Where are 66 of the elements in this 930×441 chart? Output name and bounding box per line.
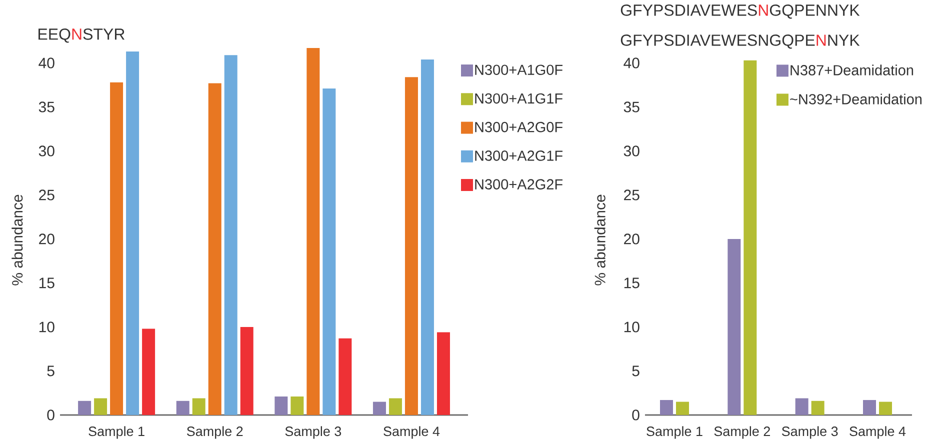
- bar: [110, 82, 124, 415]
- bar: [744, 60, 757, 415]
- x-tick-label: Sample 4: [850, 426, 906, 439]
- bar: [176, 400, 190, 415]
- chart-title: GFYPSDIAVEWESNGQPENNYK: [620, 4, 860, 19]
- legend-label: N300+A1G1F: [475, 93, 562, 104]
- x-tick-label: Sample 4: [384, 426, 440, 439]
- x-tick-label: Sample 3: [782, 426, 838, 439]
- bar: [192, 398, 206, 415]
- bar: [78, 400, 92, 415]
- bar: [862, 400, 876, 415]
- bar: [404, 77, 418, 415]
- legend-label: N387+Deamidation: [790, 64, 914, 76]
- y-tick-label: 5: [632, 366, 640, 376]
- bar: [372, 402, 386, 415]
- chart-title: EEQNSTYR: [38, 28, 124, 43]
- bar: [811, 400, 824, 415]
- y-axis-title: % abundance: [12, 194, 23, 286]
- y-tick-label: 20: [39, 234, 54, 244]
- y-tick-label: 20: [624, 234, 640, 244]
- y-tick-label: 35: [624, 102, 640, 112]
- y-tick-label: 30: [624, 146, 640, 156]
- bar: [728, 238, 741, 415]
- bar: [208, 83, 222, 415]
- x-tick-label: Sample 2: [714, 426, 770, 439]
- bar: [94, 398, 108, 415]
- x-tick-label: Sample 2: [186, 426, 243, 439]
- y-tick-label: 25: [39, 190, 54, 200]
- y-tick-label: 10: [624, 322, 640, 332]
- legend-label: N300+A2G0F: [475, 122, 562, 132]
- y-tick-label: 0: [632, 410, 640, 420]
- bar: [306, 48, 320, 415]
- legend-label: ~N392+Deamidation: [790, 94, 922, 104]
- y-tick-label: 40: [624, 58, 640, 68]
- y-tick-label: 25: [624, 190, 640, 200]
- bar: [676, 402, 689, 415]
- y-tick-label: 0: [47, 410, 54, 420]
- bar: [660, 400, 673, 415]
- bar: [388, 398, 402, 415]
- y-tick-label: 40: [38, 58, 54, 68]
- bar: [274, 396, 288, 415]
- legend-label: N300+A2G2F: [475, 179, 562, 190]
- legend-label: N300+A2G1F: [475, 150, 562, 161]
- bar: [126, 52, 140, 415]
- bar: [878, 402, 892, 415]
- x-tick-label: Sample 1: [646, 426, 702, 439]
- y-tick-label: 15: [39, 278, 54, 288]
- bar: [290, 396, 304, 415]
- y-tick-label: 5: [47, 366, 54, 376]
- y-axis-title: % abundance: [594, 194, 606, 286]
- bar: [322, 88, 336, 415]
- x-tick-label: Sample 3: [285, 426, 342, 439]
- bar: [224, 55, 238, 415]
- bar: [795, 398, 808, 415]
- bar: [436, 332, 450, 415]
- y-tick-label: 15: [624, 278, 640, 288]
- bar: [338, 338, 352, 415]
- legend-label: N300+A1G0F: [475, 64, 562, 75]
- y-tick-label: 35: [38, 102, 54, 112]
- bar: [420, 59, 434, 415]
- x-tick-label: Sample 1: [88, 426, 144, 439]
- chart-subtitle: GFYPSDIAVEWESNGQPENNYK: [620, 34, 860, 49]
- y-tick-label: 10: [39, 322, 54, 332]
- bar: [142, 328, 156, 415]
- bar: [240, 326, 254, 415]
- y-tick-label: 30: [38, 146, 54, 156]
